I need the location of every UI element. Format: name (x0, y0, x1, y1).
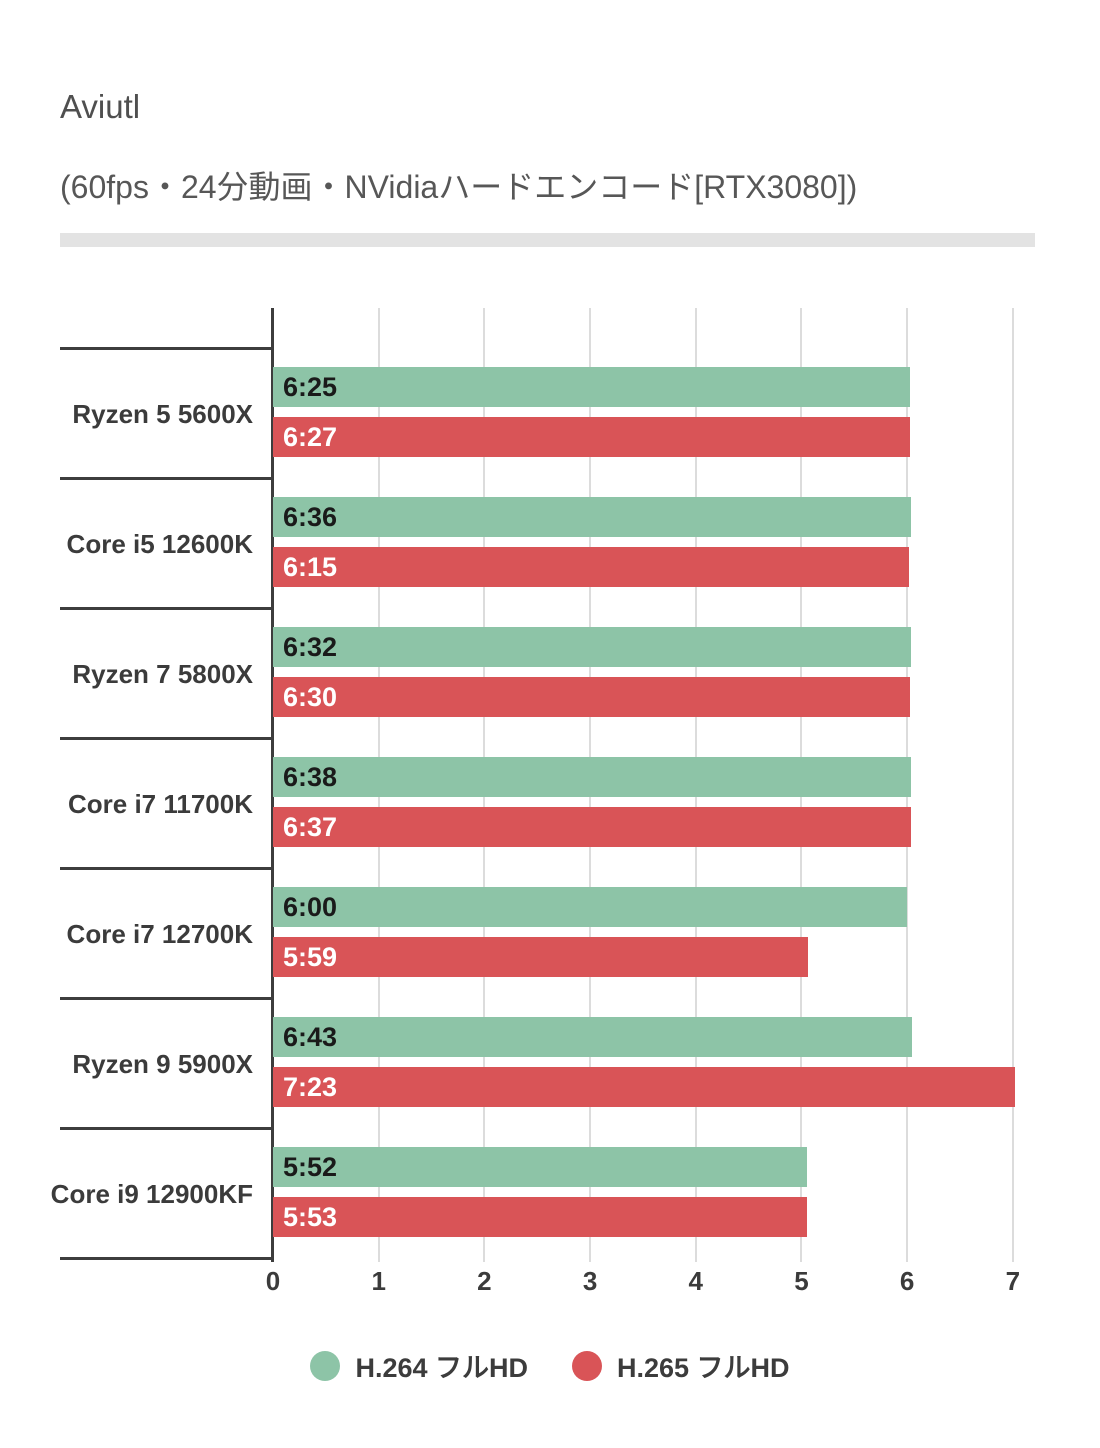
bar-h265: 6:37 (273, 807, 912, 847)
bar-h265: 6:30 (273, 677, 911, 717)
x-tick-label: 2 (477, 1266, 492, 1296)
category-label: Core i5 12600K (66, 529, 253, 559)
category-label: Core i9 12900KF (50, 1179, 253, 1209)
bar-h265: 6:27 (273, 417, 911, 457)
y-axis-line (271, 308, 274, 1262)
chart-row: Core i5 12600K 6:36 6:15 (0, 477, 1100, 609)
bar-h264: 6:00 (273, 887, 908, 927)
chart-rows: Ryzen 5 5600X 6:25 6:27 Core i5 12600K 6:36 6… (0, 347, 1100, 1259)
chart-title: Aviutl (60, 88, 141, 125)
bar-h265: 5:59 (273, 937, 808, 977)
y-axis-tick (60, 477, 273, 480)
bar-h264: 5:52 (273, 1147, 807, 1187)
x-tick-label: 7 (1005, 1266, 1021, 1296)
x-tick-label: 1 (371, 1266, 386, 1296)
category-label: Core i7 11700K (67, 789, 253, 819)
bar-chart: Ryzen 5 5600X 6:25 6:27 Core i5 12600K 6:36 6… (0, 308, 1100, 1262)
chart-row: Ryzen 5 5600X 6:25 6:27 (0, 347, 1100, 479)
chart-row: Ryzen 9 5900X 6:43 7:23 (0, 997, 1100, 1129)
x-tick-label: 3 (582, 1266, 598, 1296)
chart-row: Core i7 11700K 6:38 6:37 (0, 737, 1100, 869)
category-label: Ryzen 7 5800X (72, 659, 253, 689)
category-label: Core i7 12700K (66, 919, 253, 949)
category-label: Ryzen 5 5600X (72, 399, 253, 429)
x-tick-label: 4 (688, 1266, 703, 1296)
category-label: Ryzen 9 5900X (72, 1049, 253, 1079)
y-axis-tick (60, 347, 273, 350)
legend-item-h265: H.265 フルHD (572, 1346, 790, 1385)
title-divider (60, 233, 1035, 247)
y-axis-tick (60, 997, 273, 1000)
x-tick-label: 0 (265, 1266, 281, 1296)
chart-legend: H.264 フルHD H.265 フルHD (0, 1346, 1100, 1385)
chart-row: Core i7 12700K 6:00 5:59 (0, 867, 1100, 999)
h265-series-swatch-icon (572, 1350, 602, 1381)
bar-h264: 6:32 (273, 627, 911, 667)
bar-h264: 6:38 (273, 757, 912, 797)
legend-label-h265: H.265 フルHD (617, 1353, 790, 1383)
y-axis-tick (60, 1257, 273, 1260)
y-axis-tick (60, 607, 273, 610)
bar-h265: 6:15 (273, 547, 909, 587)
gridline-x7 (1011, 308, 1014, 1262)
bar-h264: 6:43 (273, 1017, 912, 1057)
y-axis-tick (60, 737, 273, 740)
chart-row: Core i9 12900KF 5:52 5:53 (0, 1127, 1100, 1259)
y-axis-tick (60, 867, 273, 870)
y-axis-tick (60, 1127, 273, 1130)
chart-subtitle: (60fps・24分動画・NVidiaハードエンコード[RTX3080]) (60, 169, 858, 205)
h264-series-swatch-icon (310, 1350, 341, 1381)
bar-h264: 6:36 (273, 497, 911, 537)
legend-item-h264: H.264 フルHD (310, 1346, 528, 1385)
bar-h265: 5:53 (273, 1197, 808, 1237)
x-axis-tick-labels: 0 1 2 3 4 5 6 7 (0, 1266, 1100, 1300)
bar-h265: 7:23 (273, 1067, 1016, 1107)
x-tick-label: 6 (899, 1266, 915, 1296)
x-tick-label: 5 (794, 1266, 809, 1296)
legend-label-h264: H.264 フルHD (355, 1353, 528, 1383)
bar-h264: 6:25 (273, 367, 910, 407)
chart-row: Ryzen 7 5800X 6:32 6:30 (0, 607, 1100, 739)
